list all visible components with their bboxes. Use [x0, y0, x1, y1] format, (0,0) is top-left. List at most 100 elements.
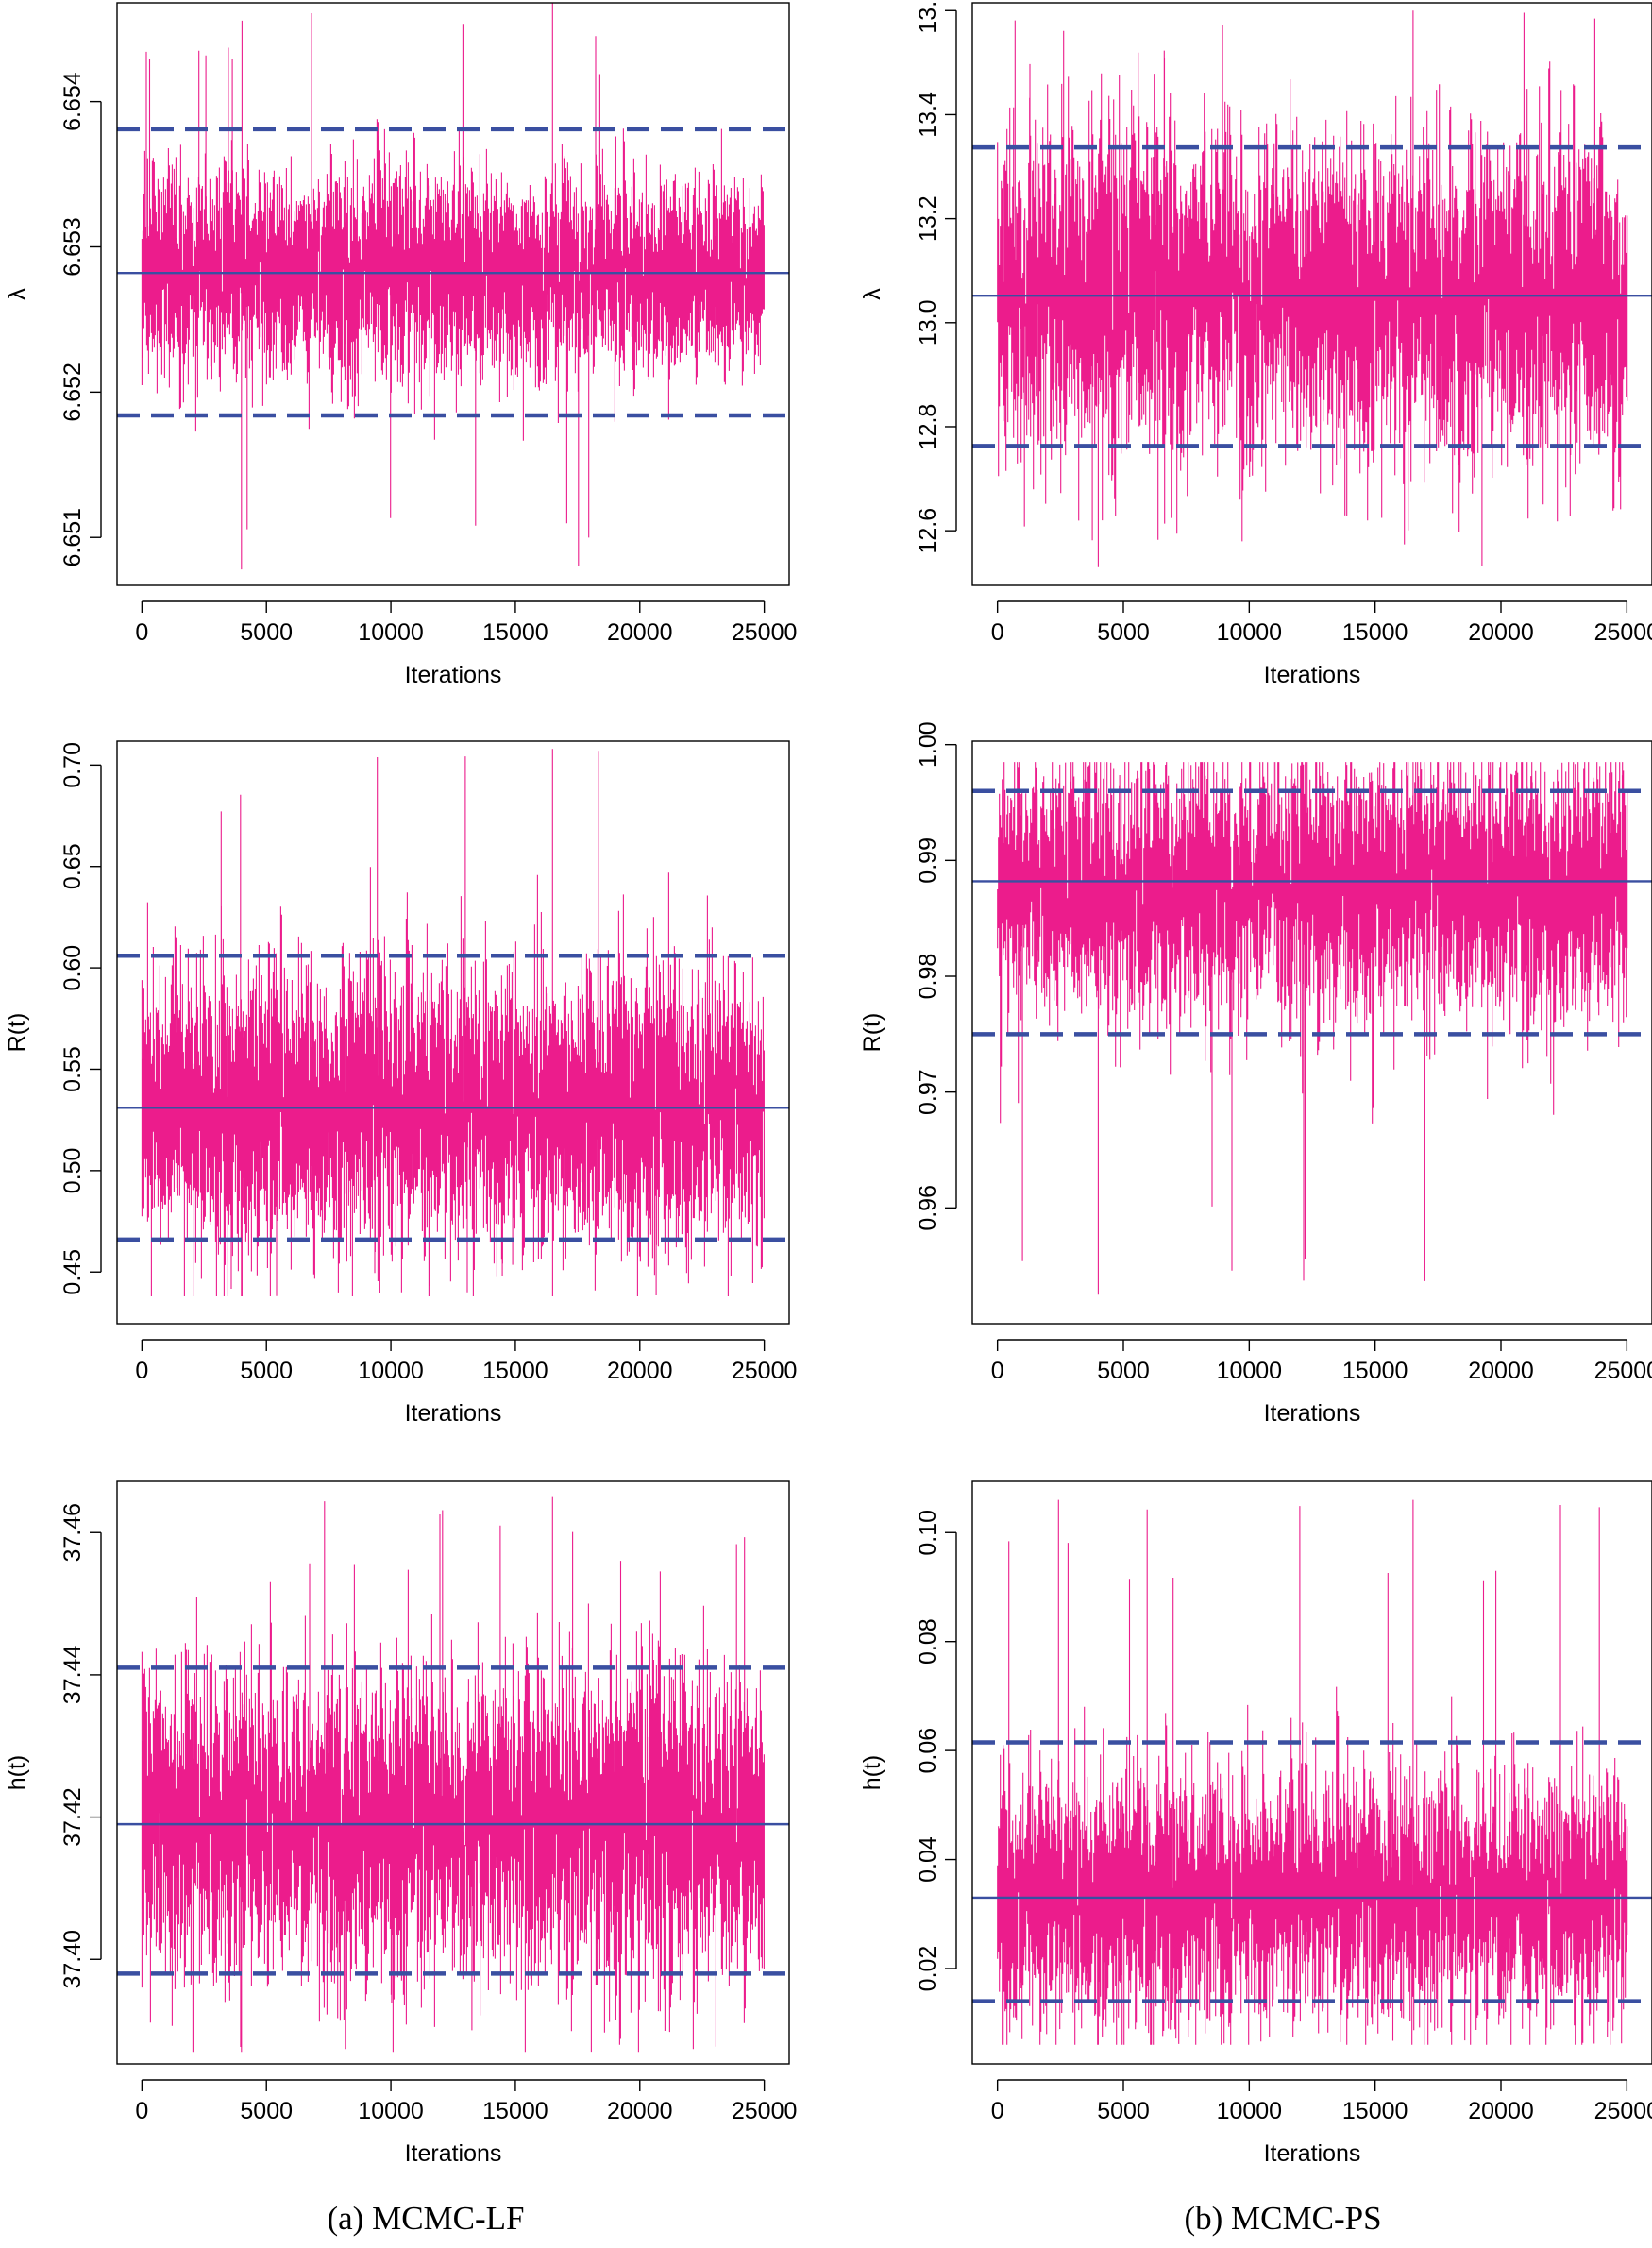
y-tick-label: 0.97 [915, 1069, 941, 1115]
y-tick-label: 0.96 [915, 1185, 941, 1231]
x-tick-label: 15000 [1342, 1358, 1408, 1384]
trace-series [141, 3, 765, 570]
y-axis: 0.45 0.50 0.55 0.60 0.65 0.70 [59, 742, 102, 1295]
panel-lf-lambda: 0 5000 10000 15000 20000 25000 Iterations 6.651… [4, 2, 798, 688]
x-tick-label: 15000 [482, 619, 548, 646]
plot-frame [116, 740, 790, 1325]
x-axis-title: Iterations [1264, 1400, 1361, 1427]
y-tick-label: 0.45 [59, 1249, 86, 1295]
x-tick-label: 0 [135, 1358, 148, 1384]
y-axis: 0.96 0.97 0.98 0.99 1.00 [915, 721, 957, 1231]
caption-right: (b) MCMC-PS [1184, 2200, 1381, 2237]
x-tick-label: 20000 [607, 619, 673, 646]
y-tick-label: 6.652 [59, 363, 86, 422]
panel-lf-reliability: 0 5000 10000 15000 20000 25000 Iterations 0.45 0… [4, 740, 798, 1427]
y-tick-label: 37.44 [59, 1646, 86, 1705]
x-tick-label: 0 [135, 619, 148, 646]
panel-ps-lambda: 0500010000150002000025000Iterations12.61… [859, 0, 1652, 688]
y-tick-label: 0.98 [915, 954, 941, 1000]
x-tick-label: 10000 [1217, 1358, 1283, 1384]
y-axis: 0.02 0.04 0.06 0.08 0.10 [915, 1510, 957, 1992]
y-tick-label: 6.653 [59, 217, 86, 277]
y-axis-title: λ [859, 288, 885, 300]
plot-frame [971, 740, 1652, 1325]
x-tick-label: 25000 [732, 2098, 798, 2124]
y-axis: 37.40 37.42 37.44 37.46 [59, 1503, 102, 1989]
plot-area [972, 762, 1652, 1295]
x-tick-label: 25000 [1594, 1358, 1652, 1384]
x-axis: 0 5000 10000 15000 20000 25000 [991, 2079, 1652, 2124]
x-axis: 0 5000 10000 15000 20000 25000 [991, 600, 1652, 646]
x-tick-label: 10000 [1217, 2098, 1283, 2124]
plot-area [117, 3, 789, 570]
panel-ps-reliability: 0500010000150002000025000Iterations0.960… [859, 721, 1652, 1427]
plot-area [972, 1499, 1652, 2045]
panel-lf-hazard: 0 5000 10000 15000 20000 25000 Iterations 37.40… [4, 1480, 798, 2167]
x-axis: 0 5000 10000 15000 20000 25000 [135, 1339, 798, 1384]
plot-frame [971, 1480, 1652, 2065]
x-tick-label: 0 [991, 2098, 1004, 2124]
x-tick-label: 5000 [240, 2098, 293, 2124]
x-tick-label: 15000 [1342, 619, 1408, 646]
y-tick-label: 0.55 [59, 1046, 86, 1092]
x-axis-title: Iterations [1264, 662, 1361, 688]
x-tick-label: 20000 [607, 1358, 673, 1384]
y-tick-label: 0.10 [915, 1510, 941, 1556]
y-tick-label: 0.65 [59, 843, 86, 889]
y-tick-label: 0.02 [915, 1946, 941, 1992]
y-axis: 6.651 6.652 6.653 6.654 [59, 72, 102, 567]
x-tick-label: 5000 [240, 1358, 293, 1384]
x-tick-label: 15000 [482, 1358, 548, 1384]
x-tick-label: 5000 [240, 619, 293, 646]
y-tick-label: 0.60 [59, 945, 86, 991]
plot-frame [971, 2, 1652, 586]
y-tick-label: 1.00 [915, 721, 941, 768]
x-tick-label: 20000 [1468, 2098, 1534, 2124]
y-tick-label: 37.42 [59, 1787, 86, 1847]
x-axis-title: Iterations [405, 2140, 502, 2167]
y-tick-label: 13.4 [915, 92, 941, 138]
x-tick-label: 25000 [1594, 619, 1652, 646]
y-tick-label: 0.08 [915, 1618, 941, 1665]
y-tick-label: 6.651 [59, 508, 86, 567]
x-tick-label: 10000 [1217, 619, 1283, 646]
x-tick-label: 0 [991, 1358, 1004, 1384]
x-tick-label: 20000 [1468, 1358, 1534, 1384]
x-axis: 0 5000 10000 15000 20000 25000 [135, 2079, 798, 2124]
x-tick-label: 10000 [358, 2098, 424, 2124]
x-tick-label: 0 [991, 619, 1004, 646]
x-axis-title: Iterations [405, 1400, 502, 1427]
x-tick-label: 10000 [358, 1358, 424, 1384]
panel-grid: 0 5000 10000 15000 20000 25000 Iterations 6.651… [4, 0, 1652, 2167]
x-tick-label: 20000 [607, 2098, 673, 2124]
plot-frame [116, 1480, 790, 2065]
y-tick-label: 0.99 [915, 837, 941, 884]
x-tick-label: 5000 [1097, 2098, 1150, 2124]
trace-series [997, 10, 1628, 567]
x-tick-label: 5000 [1097, 619, 1150, 646]
x-axis: 0 5000 10000 15000 20000 25000 [991, 1339, 1652, 1384]
x-axis-title: Iterations [405, 662, 502, 688]
x-axis-title: Iterations [1264, 2140, 1361, 2167]
y-tick-label: 0.06 [915, 1728, 941, 1774]
plot-area [972, 10, 1652, 567]
y-tick-label: 12.6 [915, 508, 941, 554]
x-tick-label: 25000 [732, 619, 798, 646]
x-tick-label: 15000 [482, 2098, 548, 2124]
y-tick-label: 6.654 [59, 72, 86, 131]
plot-area [117, 749, 789, 1296]
y-axis-title: λ [4, 288, 30, 300]
x-tick-label: 0 [135, 2098, 148, 2124]
x-tick-label: 25000 [732, 1358, 798, 1384]
x-axis: 0 5000 10000 15000 20000 25000 [135, 600, 798, 646]
y-tick-label: 0.50 [59, 1148, 86, 1194]
y-tick-label: 0.04 [915, 1836, 941, 1883]
y-tick-label: 12.8 [915, 404, 941, 450]
y-axis-title: h(t) [4, 1755, 30, 1791]
x-tick-label: 25000 [1594, 2098, 1652, 2124]
y-axis-title: h(t) [859, 1755, 885, 1791]
panel-ps-hazard: 0500010000150002000025000Iterations0.020… [859, 1480, 1652, 2167]
trace-series [141, 1496, 765, 2053]
y-axis-title: R(t) [4, 1013, 30, 1053]
